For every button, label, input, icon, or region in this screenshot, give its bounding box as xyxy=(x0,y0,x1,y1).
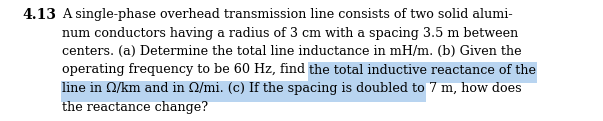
Text: 7 m, how does: 7 m, how does xyxy=(425,82,522,95)
Text: centers. (a) Determine the total line inductance in mH/m. (b) Given the: centers. (a) Determine the total line in… xyxy=(62,45,522,58)
Text: 4.13: 4.13 xyxy=(22,8,56,22)
Text: operating frequency to be 60 Hz, find: operating frequency to be 60 Hz, find xyxy=(62,64,309,76)
Text: line in Ω/km and in Ω/mi. (c) If the spacing is doubled to: line in Ω/km and in Ω/mi. (c) If the spa… xyxy=(62,82,425,95)
Text: the reactance change?: the reactance change? xyxy=(62,101,208,113)
Text: A single-phase overhead transmission line consists of two solid alumi-: A single-phase overhead transmission lin… xyxy=(62,8,513,21)
Bar xyxy=(61,81,426,102)
Bar xyxy=(308,63,537,83)
Text: num conductors having a radius of 3 cm with a spacing 3.5 m between: num conductors having a radius of 3 cm w… xyxy=(62,26,518,39)
Text: the total inductive reactance of the: the total inductive reactance of the xyxy=(309,64,536,76)
